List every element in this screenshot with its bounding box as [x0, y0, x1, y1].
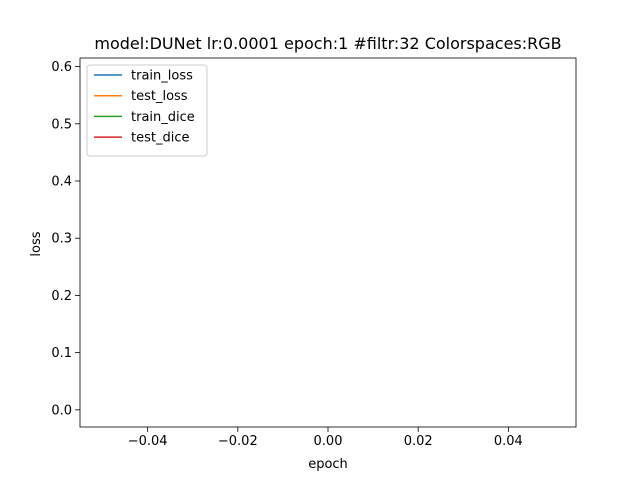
legend-label-train_dice: train_dice: [131, 110, 195, 125]
legend-box: [86, 64, 208, 157]
axes-frame: [79, 57, 577, 428]
legend-label-train_loss: train_loss: [131, 69, 193, 84]
legend-label-test_loss: test_loss: [131, 89, 188, 104]
y-axis-label: loss: [29, 231, 44, 256]
y-tick-label: 0.4: [51, 175, 72, 190]
x-tick-label: −0.02: [218, 434, 258, 449]
y-tick-label: 0.5: [51, 117, 72, 132]
legend: train_loss test_loss train_dice test_dice: [86, 64, 208, 157]
chart-title: model:DUNet lr:0.0001 epoch:1 #filtr:32 …: [94, 34, 561, 53]
y-tick-label: 0.3: [51, 232, 72, 247]
x-tick-label: 0.00: [314, 434, 343, 449]
plot-area: −0.04 −0.02 0.00 0.02 0.04 0.0 0.1 0.2 0.3 0.4 0.5…: [51, 57, 577, 449]
x-tick-label: 0.04: [494, 434, 523, 449]
y-tick-label: 0.0: [51, 403, 72, 418]
y-tick-label: 0.1: [51, 346, 72, 361]
y-tick-label: 0.6: [51, 60, 72, 75]
x-axis-label: epoch: [308, 457, 348, 472]
x-tick-label: −0.04: [128, 434, 168, 449]
x-tick-label: 0.02: [404, 434, 433, 449]
y-tick-label: 0.2: [51, 289, 72, 304]
legend-label-test_dice: test_dice: [131, 131, 189, 146]
